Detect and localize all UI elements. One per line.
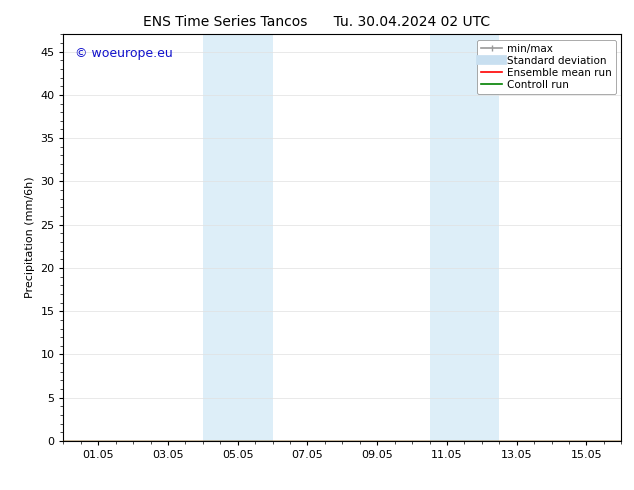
- Text: ENS Time Series Tancos      Tu. 30.04.2024 02 UTC: ENS Time Series Tancos Tu. 30.04.2024 02…: [143, 15, 491, 29]
- Bar: [429, 34, 500, 441]
- Text: © woeurope.eu: © woeurope.eu: [75, 47, 172, 59]
- Bar: [203, 34, 273, 441]
- Legend: min/max, Standard deviation, Ensemble mean run, Controll run: min/max, Standard deviation, Ensemble me…: [477, 40, 616, 94]
- Y-axis label: Precipitation (mm/6h): Precipitation (mm/6h): [25, 177, 35, 298]
